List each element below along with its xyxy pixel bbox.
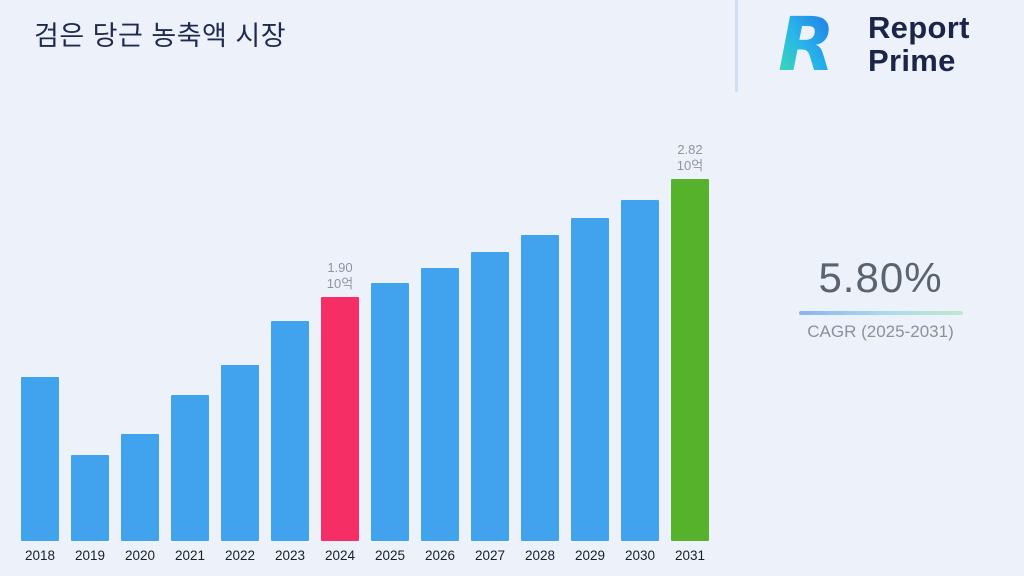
x-tick-2019: 2019	[74, 548, 106, 563]
bar-column-2024: 1.90 10억 2024	[315, 260, 365, 564]
bar-2029	[571, 218, 609, 541]
x-tick-2028: 2028	[524, 548, 556, 563]
header-divider	[735, 0, 738, 92]
svg-text:R: R	[778, 6, 835, 82]
bar-2019	[71, 455, 109, 541]
bar-column-2022: 2022	[215, 365, 265, 564]
bar-column-2019: 2019	[65, 455, 115, 564]
x-tick-2024: 2024	[324, 548, 356, 563]
bar-2023	[271, 321, 309, 541]
bar-chart: 2018 2019 2020 2021 2022 2023 1.90 10억 2024 2025 2…	[15, 142, 715, 564]
bar-column-2027: 2027	[465, 252, 515, 564]
x-tick-2023: 2023	[274, 548, 306, 563]
x-tick-2021: 2021	[174, 548, 206, 563]
bar-2031	[671, 179, 709, 541]
x-tick-2025: 2025	[374, 548, 406, 563]
x-tick-2027: 2027	[474, 548, 506, 563]
bar-2030	[621, 200, 659, 541]
bar-2028	[521, 235, 559, 541]
bar-column-2023: 2023	[265, 321, 315, 564]
bar-column-2028: 2028	[515, 235, 565, 564]
cagr-underline	[798, 311, 963, 315]
bar-2026	[421, 268, 459, 541]
cagr-label: CAGR (2025-2031)	[807, 322, 954, 341]
cagr-value: 5.80%	[818, 254, 943, 301]
bar-2022	[221, 365, 259, 541]
bar-column-2025: 2025	[365, 283, 415, 564]
x-tick-2020: 2020	[124, 548, 156, 563]
bar-column-2030: 2030	[615, 200, 665, 564]
bar-2018	[21, 377, 59, 541]
bar-2020	[121, 434, 159, 541]
bar-column-2018: 2018	[15, 377, 65, 564]
bar-column-2031: 2.82 10억 2031	[665, 142, 715, 564]
bar-column-2029: 2029	[565, 218, 615, 564]
bar-value-label-2024: 1.90 10억	[326, 260, 354, 291]
x-tick-2018: 2018	[24, 548, 56, 563]
bar-2021	[171, 395, 209, 541]
bar-column-2020: 2020	[115, 434, 165, 564]
page-title: 검은 당근 농축액 시장	[34, 21, 287, 51]
bar-column-2021: 2021	[165, 395, 215, 564]
x-tick-2030: 2030	[624, 548, 656, 563]
cagr-block: 5.80% CAGR (2025-2031)	[737, 254, 1024, 342]
x-tick-2026: 2026	[424, 548, 456, 563]
x-tick-2031: 2031	[674, 548, 706, 563]
logo-text-report: Report	[868, 10, 970, 45]
bar-2025	[371, 283, 409, 541]
bar-2024	[321, 297, 359, 541]
x-tick-2022: 2022	[224, 548, 256, 563]
bar-column-2026: 2026	[415, 268, 465, 564]
bar-value-label-2031: 2.82 10억	[676, 142, 704, 173]
x-tick-2029: 2029	[574, 548, 606, 563]
report-prime-logo: R Report Prime	[776, 6, 970, 82]
logo-text-prime: Prime	[868, 43, 956, 78]
bar-2027	[471, 252, 509, 541]
report-prime-logo-icon: R	[778, 6, 835, 82]
logo-text: Report Prime	[868, 11, 970, 77]
